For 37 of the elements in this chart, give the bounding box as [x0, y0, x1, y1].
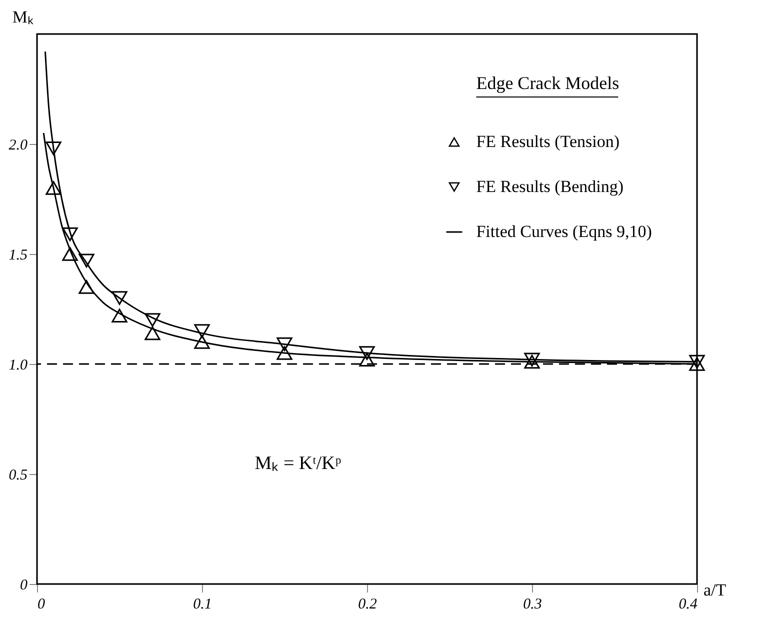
point: [194, 335, 210, 349]
point: [78, 280, 94, 294]
point: [524, 352, 540, 366]
x-tick-label: 0: [38, 596, 46, 612]
point: [359, 352, 375, 366]
y-axis-title: Mₖ: [12, 8, 34, 26]
point: [144, 313, 160, 327]
x-tick-label: 0.3: [523, 596, 542, 612]
point: [78, 254, 94, 268]
point: [194, 324, 210, 338]
annotation: Mₖ = Kᵗ/Kᵖ: [254, 453, 342, 474]
point: [62, 247, 78, 261]
point: [524, 354, 540, 369]
y-tick-label: 0: [20, 578, 28, 594]
point: [689, 357, 705, 371]
point: [46, 142, 62, 156]
point: [62, 227, 78, 242]
y-tick-label: 2.0: [8, 138, 28, 154]
point: [112, 308, 128, 322]
point: [46, 181, 62, 195]
point: [276, 346, 292, 360]
point: [276, 337, 292, 352]
legend-label: FE Results (Tension): [476, 132, 620, 151]
legend-label: Fitted Curves (Eqns 9,10): [476, 222, 652, 241]
legend-title: Edge Crack Models: [476, 73, 620, 93]
y-tick-label: 1.5: [8, 248, 28, 264]
x-tick-label: 0.1: [193, 596, 212, 612]
point: [112, 291, 128, 305]
point: [359, 346, 375, 360]
y-tick-label: 1.0: [8, 358, 28, 374]
point: [144, 326, 160, 340]
x-tick-label: 0.2: [358, 596, 378, 612]
x-tick-label: 0.4: [678, 596, 698, 612]
y-tick-label: 0.5: [8, 468, 28, 484]
x-axis-title: a/T: [704, 580, 727, 600]
legend-label: FE Results (Bending): [476, 177, 624, 196]
point: [689, 354, 705, 369]
